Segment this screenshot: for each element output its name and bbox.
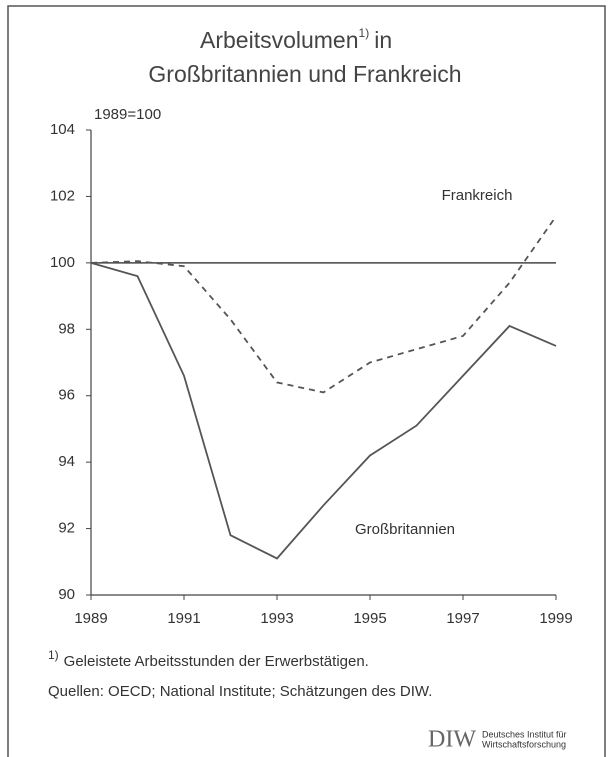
title: Arbeitsvolumen1) in [200,26,392,53]
x-tick-label: 1995 [353,610,386,627]
title-text: Arbeitsvolumen [200,27,359,53]
series-label: Frankreich [442,187,513,204]
y-tick-label: 94 [58,453,75,470]
y-axis-label: 1989=100 [94,106,161,123]
title-line: Großbritannien und Frankreich [148,61,461,87]
source: Quellen: OECD; National Institute; Schät… [48,683,432,700]
y-tick-label: 98 [58,320,75,337]
y-tick-label: 90 [58,586,75,603]
y-tick-label: 104 [50,121,75,138]
x-tick-label: 1997 [446,610,479,627]
y-tick-label: 100 [50,254,75,271]
logo-mark: DIW [428,727,476,753]
series-line [90,215,557,394]
title-text: in [374,27,392,53]
series-line [90,261,557,560]
y-tick-label: 92 [58,520,75,537]
footnote-text: Geleistete Arbeitsstunden der Erwerbstät… [64,653,369,670]
x-tick-label: 1999 [539,610,572,627]
y-tick-label: 96 [58,387,75,404]
logo-text: Wirtschaftsforschung [482,739,566,749]
x-tick-label: 1993 [260,610,293,627]
series-label: Großbritannien [355,521,455,538]
title-ref: 1) [359,26,370,40]
y-tick-label: 102 [50,187,75,204]
x-tick-label: 1989 [74,610,107,627]
footnote: 1) Geleistete Arbeitsstunden der Erwerbst… [48,648,369,670]
frame [7,5,606,757]
footnote-ref: 1) [48,648,59,662]
logo-text: Deutsches Institut für [482,729,567,739]
x-tick-label: 1991 [167,610,200,627]
